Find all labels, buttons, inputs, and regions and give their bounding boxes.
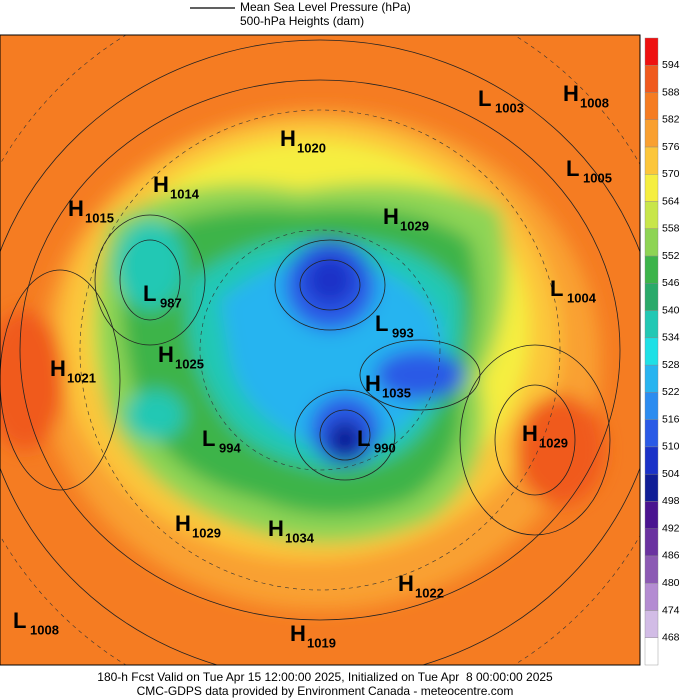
center-letter: L — [202, 426, 215, 451]
colorbar-label: 528 — [662, 359, 680, 371]
colorbar-label: 486 — [662, 550, 680, 562]
colorbar-label: 510 — [662, 441, 680, 453]
colorbar-swatch — [644, 255, 659, 284]
colorbar-label: 546 — [662, 277, 680, 289]
colorbar-swatch — [644, 65, 659, 93]
colorbar-swatch — [644, 119, 659, 148]
footer-forecast: 180-h Fcst Valid on Tue Apr 15 12:00:00 … — [97, 670, 553, 684]
center-value: 1008 — [580, 95, 609, 110]
colorbar-label: 492 — [662, 522, 680, 534]
center-letter: L — [478, 86, 491, 111]
colorbar-swatch — [644, 583, 659, 611]
center-value: 993 — [392, 325, 414, 340]
center-letter: L — [566, 156, 579, 181]
center-value: 1004 — [567, 290, 597, 305]
colorbar-label: 552 — [662, 250, 680, 262]
center-letter: H — [290, 621, 306, 646]
colorbar-label: 498 — [662, 495, 680, 507]
colorbar-label: 504 — [662, 468, 680, 480]
center-letter: H — [563, 81, 579, 106]
colorbar-label: 576 — [662, 141, 680, 153]
center-letter: H — [158, 342, 174, 367]
center-value: 1021 — [67, 370, 96, 385]
colorbar-label: 474 — [662, 604, 680, 616]
center-value: 1015 — [85, 210, 114, 225]
colorbar-swatch — [644, 446, 659, 475]
colorbar-swatch — [644, 610, 659, 638]
colorbar-label: 582 — [662, 114, 680, 126]
colorbar-swatch — [644, 637, 659, 666]
colorbar-label: 588 — [662, 86, 680, 98]
colorbar-swatch — [644, 555, 659, 584]
colorbar-swatch — [644, 392, 659, 420]
center-letter: H — [280, 126, 296, 151]
colorbar-swatch — [644, 501, 659, 529]
center-value: 990 — [374, 440, 396, 455]
header-heights: 500-hPa Heights (dam) — [240, 14, 364, 28]
center-letter: H — [153, 172, 169, 197]
center-letter: L — [13, 608, 26, 633]
center-letter: H — [68, 196, 84, 221]
header-pressure: Mean Sea Level Pressure (hPa) — [240, 0, 411, 14]
center-value: 1034 — [285, 530, 315, 545]
center-letter: H — [268, 516, 284, 541]
center-value: 1020 — [297, 140, 326, 155]
center-value: 1014 — [170, 186, 200, 201]
colorbar: 594 588 582 576 570 564 558 552 546 540 534 528 522 5… — [644, 37, 680, 666]
colorbar-swatch — [644, 37, 659, 66]
colorbar-swatch — [644, 283, 659, 311]
center-value: 1029 — [192, 525, 221, 540]
colorbar-swatch — [644, 201, 659, 230]
center-value: 1008 — [30, 622, 59, 637]
colorbar-swatch — [644, 337, 659, 366]
colorbar-swatch — [644, 473, 659, 502]
center-letter: H — [522, 421, 538, 446]
colorbar-label: 516 — [662, 413, 680, 425]
colorbar-swatch — [644, 92, 659, 120]
colorbar-label: 540 — [662, 304, 680, 316]
center-value: 1022 — [415, 585, 444, 600]
center-letter: L — [550, 276, 563, 301]
footer-source: CMC-GDPS data provided by Environment Ca… — [137, 684, 514, 698]
center-letter: L — [143, 281, 156, 306]
center-value: 987 — [160, 295, 182, 310]
colorbar-swatch — [644, 419, 659, 448]
colorbar-label: 564 — [662, 195, 680, 207]
colorbar-swatch — [644, 174, 659, 202]
colorbar-swatch — [644, 364, 659, 393]
center-value: 1035 — [382, 385, 411, 400]
colorbar-label: 594 — [662, 59, 680, 71]
map-frame — [0, 34, 641, 666]
center-value: 1019 — [307, 635, 336, 650]
center-value: 994 — [219, 440, 241, 455]
center-value: 1025 — [175, 356, 204, 371]
colorbar-label: 522 — [662, 386, 680, 398]
center-letter: H — [383, 204, 399, 229]
center-letter: H — [365, 371, 381, 396]
colorbar-label: 468 — [662, 632, 680, 644]
center-letter: H — [50, 356, 66, 381]
colorbar-swatch — [644, 310, 659, 339]
colorbar-label: 558 — [662, 223, 680, 235]
center-value: 1005 — [583, 170, 612, 185]
center-letter: L — [357, 426, 370, 451]
center-value: 1003 — [495, 100, 524, 115]
colorbar-swatch — [644, 528, 659, 557]
center-letter: H — [175, 511, 191, 536]
center-letter: H — [398, 571, 414, 596]
center-value: 1029 — [539, 435, 568, 450]
colorbar-swatch — [644, 228, 659, 257]
colorbar-label: 534 — [662, 332, 680, 344]
colorbar-label: 570 — [662, 168, 680, 180]
colorbar-label: 480 — [662, 577, 680, 589]
center-letter: L — [375, 311, 388, 336]
colorbar-swatch — [644, 146, 659, 175]
center-value: 1029 — [400, 218, 429, 233]
